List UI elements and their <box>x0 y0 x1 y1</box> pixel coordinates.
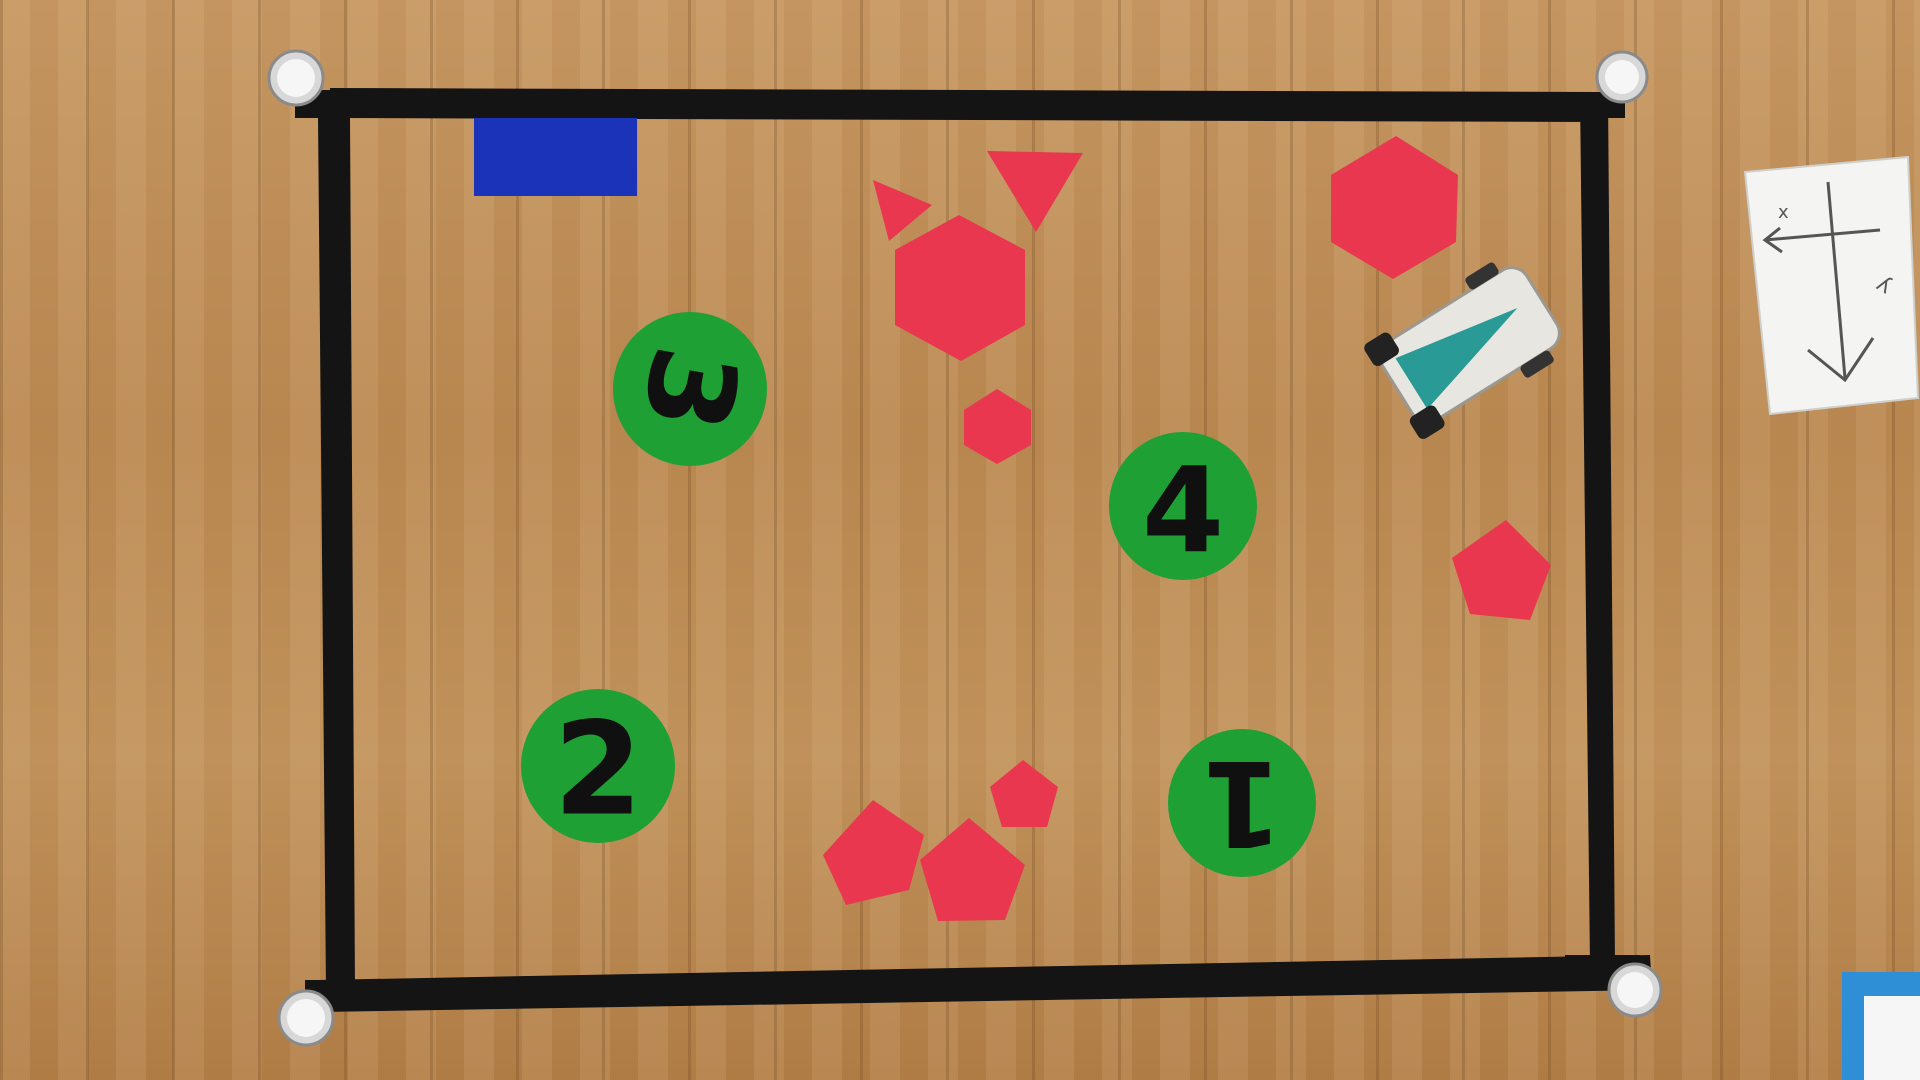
red-pentagon-small <box>990 760 1058 827</box>
red-hexagon-right <box>1331 136 1458 279</box>
border-right <box>1580 95 1615 965</box>
number-disc-1: 1 <box>1168 729 1316 877</box>
disc-label: 2 <box>553 696 642 845</box>
blue-frame-object <box>1842 972 1920 1080</box>
paper-label-x: x <box>1778 202 1789 223</box>
disc-label: 1 <box>1201 734 1283 872</box>
red-pentagon-right <box>1452 520 1551 620</box>
circle-marker-icon <box>267 49 325 107</box>
paper-sign: x y <box>1743 155 1920 416</box>
border-left <box>318 118 355 990</box>
arena-border <box>295 88 1652 1012</box>
red-hexagon-small <box>964 389 1031 464</box>
blue-marker <box>474 118 637 196</box>
circle-marker-icon <box>1607 962 1663 1018</box>
corner-markers <box>267 49 1663 1047</box>
red-hexagon-large <box>895 215 1025 361</box>
red-shapes <box>823 136 1551 921</box>
red-pentagon-left <box>823 800 924 905</box>
red-triangle-small <box>873 180 932 241</box>
circle-marker-icon <box>1595 50 1649 104</box>
red-triangle <box>987 151 1083 232</box>
circle-marker-icon <box>277 989 335 1047</box>
border-top <box>330 88 1596 122</box>
number-discs: 3 4 2 1 <box>521 312 1316 877</box>
disc-label: 4 <box>1142 441 1224 579</box>
border-bottom <box>318 955 1652 1012</box>
red-pentagon-middle <box>920 818 1025 921</box>
number-disc-3: 3 <box>613 312 767 466</box>
number-disc-2: 2 <box>521 689 675 845</box>
robot-icon <box>1364 262 1561 439</box>
number-disc-4: 4 <box>1109 432 1257 580</box>
